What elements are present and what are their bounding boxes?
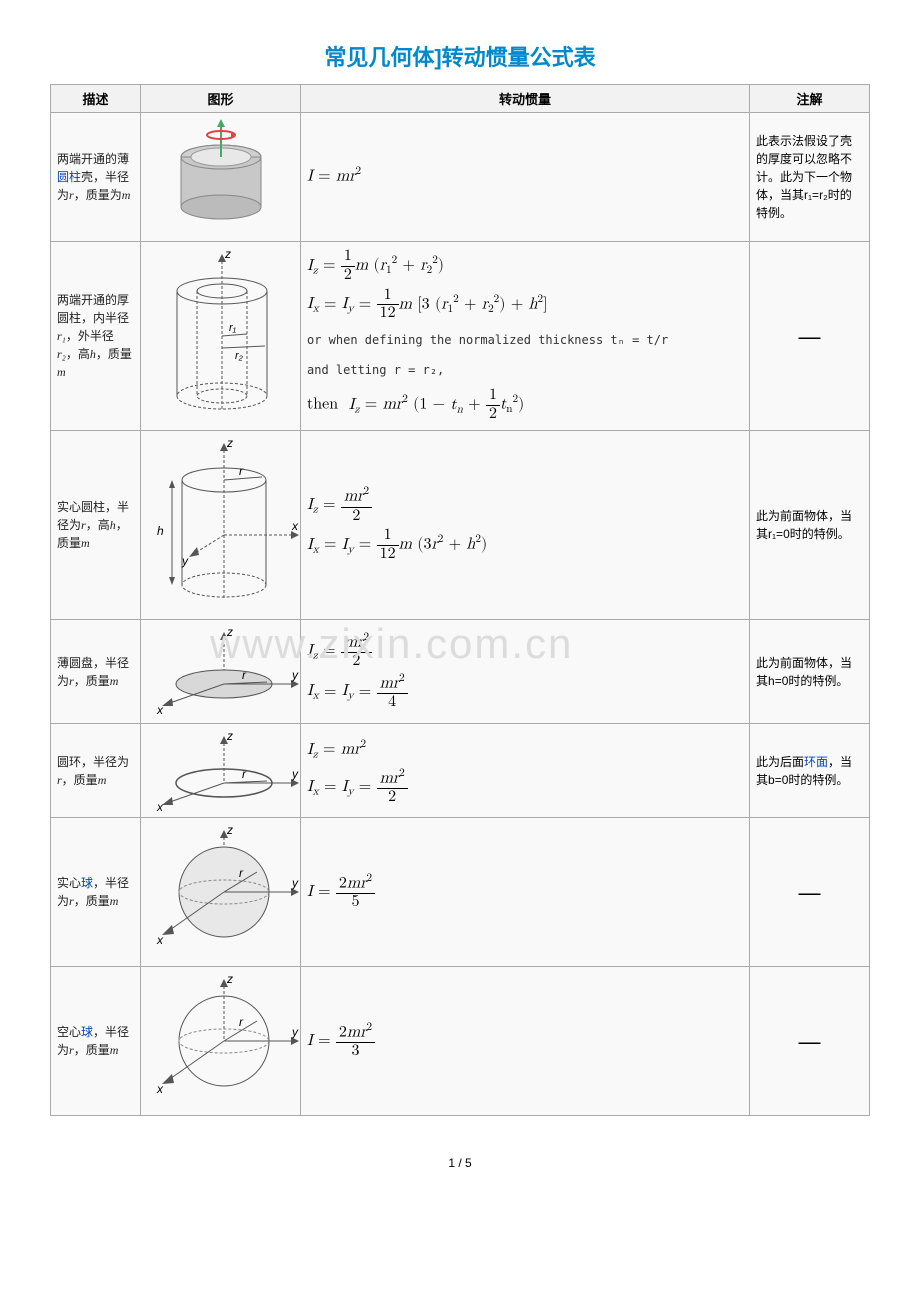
th-fig: 图形: [141, 85, 301, 113]
th-moi: 转动惯量: [301, 85, 750, 113]
row-solid-cylinder: 实心圆柱，半径为r，高h，质量m z r h x: [51, 431, 870, 620]
svg-text:r₁: r₁: [229, 322, 237, 334]
moi-solid-cylinder: Iz = mr22 Ix = Iy = 112m (3r2 + h2): [301, 431, 750, 620]
row-ring: 圆环，半径为r，质量m z r y x Iz = mr2 Ix = Iy = m…: [51, 724, 870, 818]
thin-disk-icon: z r y x: [147, 624, 302, 719]
row-hollow-sphere: 空心球，半径为r，质量m z r y x I = 2mr23 —: [51, 967, 870, 1116]
row-thick-cylinder: 两端开通的厚圆柱，内半径r₁，外半径r₂，高h，质量m z r₁ r₂: [51, 242, 870, 431]
note-solid-sphere: —: [750, 818, 870, 967]
desc-thin-shell: 两端开通的薄圆柱壳，半径为r，质量为m: [51, 113, 141, 242]
desc-hollow-sphere: 空心球，半径为r，质量m: [51, 967, 141, 1116]
moi-table: 描述 图形 转动惯量 注解 两端开通的薄圆柱壳，半径为r，质量为m: [50, 84, 870, 1116]
header-row: 描述 图形 转动惯量 注解: [51, 85, 870, 113]
svg-text:y: y: [291, 1025, 299, 1039]
desc-solid-sphere: 实心球，半径为r，质量m: [51, 818, 141, 967]
th-note: 注解: [750, 85, 870, 113]
svg-text:r: r: [242, 767, 247, 781]
link-torus[interactable]: 环面: [804, 755, 828, 769]
svg-text:r₂: r₂: [235, 350, 244, 362]
svg-text:z: z: [226, 972, 233, 986]
svg-text:z: z: [226, 729, 233, 743]
link-sphere-hollow[interactable]: 球: [81, 1025, 93, 1039]
moi-solid-sphere: I = 2mr25: [301, 818, 750, 967]
svg-text:x: x: [156, 933, 164, 947]
moi-thin-shell: I = mr2: [301, 113, 750, 242]
row-thin-disk: 薄圆盘，半径为r，质量m z r y x Iz = mr22 Ix = Iy =…: [51, 620, 870, 724]
note-thin-disk: 此为前面物体，当其h=0时的特例。: [750, 620, 870, 724]
ring-icon: z r y x: [147, 728, 302, 813]
note-solid-cylinder: 此为前面物体，当其r₁=0时的特例。: [750, 431, 870, 620]
link-cylinder[interactable]: 圆柱: [57, 170, 81, 184]
moi-hollow-sphere: I = 2mr23: [301, 967, 750, 1116]
note-hollow-sphere: —: [750, 967, 870, 1116]
svg-text:z: z: [226, 823, 233, 837]
fig-ring: z r y x: [141, 724, 301, 818]
th-desc: 描述: [51, 85, 141, 113]
svg-text:x: x: [156, 703, 164, 717]
desc-ring: 圆环，半径为r，质量m: [51, 724, 141, 818]
fig-solid-cylinder: z r h x y: [141, 431, 301, 620]
svg-text:y: y: [291, 668, 299, 682]
note-ring: 此为后面环面，当其b=0时的特例。: [750, 724, 870, 818]
svg-text:z: z: [226, 436, 233, 450]
solid-sphere-icon: z r y x: [147, 822, 302, 962]
hollow-sphere-icon: z r y x: [147, 971, 302, 1111]
link-sphere[interactable]: 球: [81, 876, 93, 890]
svg-text:x: x: [156, 1082, 164, 1096]
fig-thin-disk: z r y x: [141, 620, 301, 724]
page-title: 常见几何体]转动惯量公式表: [50, 40, 870, 72]
svg-text:x: x: [291, 519, 299, 533]
svg-text:z: z: [226, 625, 233, 639]
fig-thin-shell: [141, 113, 301, 242]
svg-text:y: y: [181, 554, 189, 568]
svg-text:h: h: [157, 524, 164, 538]
solid-cylinder-icon: z r h x y: [147, 435, 302, 615]
moi-thin-disk: Iz = mr22 Ix = Iy = mr24: [301, 620, 750, 724]
svg-text:x: x: [156, 800, 164, 813]
moi-ring: Iz = mr2 Ix = Iy = mr22: [301, 724, 750, 818]
note-thick-cylinder: —: [750, 242, 870, 431]
fig-thick-cylinder: z r₁ r₂: [141, 242, 301, 431]
row-thin-shell: 两端开通的薄圆柱壳，半径为r，质量为m I = mr2 此表示法假设了壳的厚度可…: [51, 113, 870, 242]
thin-shell-icon: [161, 117, 281, 237]
row-solid-sphere: 实心球，半径为r，质量m z r y x I = 2mr25 —: [51, 818, 870, 967]
thick-cylinder-icon: z r₁ r₂: [147, 246, 297, 426]
desc-solid-cylinder: 实心圆柱，半径为r，高h，质量m: [51, 431, 141, 620]
svg-text:y: y: [291, 876, 299, 890]
desc-thin-disk: 薄圆盘，半径为r，质量m: [51, 620, 141, 724]
fig-hollow-sphere: z r y x: [141, 967, 301, 1116]
svg-text:r: r: [239, 464, 244, 478]
page-footer: 1 / 5: [50, 1156, 870, 1170]
svg-text:y: y: [291, 767, 299, 781]
desc-thick-cylinder: 两端开通的厚圆柱，内半径r₁，外半径r₂，高h，质量m: [51, 242, 141, 431]
moi-thick-cylinder: Iz = 12m (r12 + r22) Ix = Iy = 112m [3 (…: [301, 242, 750, 431]
svg-text:z: z: [224, 247, 231, 261]
note-thin-shell: 此表示法假设了壳的厚度可以忽略不计。此为下一个物体，当其r₁=r₂时的特例。: [750, 113, 870, 242]
fig-solid-sphere: z r y x: [141, 818, 301, 967]
svg-text:r: r: [239, 1015, 244, 1029]
